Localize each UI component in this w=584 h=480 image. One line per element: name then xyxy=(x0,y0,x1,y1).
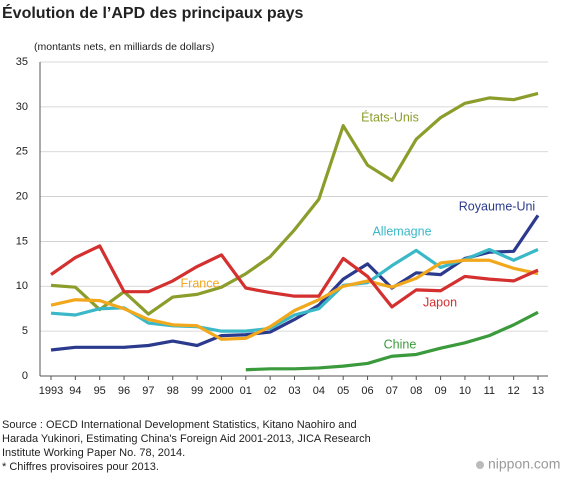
y-tick-label: 10 xyxy=(16,280,28,292)
x-tick-label: 11 xyxy=(484,385,495,397)
source-line: Source : OECD International Development … xyxy=(2,419,357,431)
series-label: Chine xyxy=(384,337,417,351)
y-tick-label: 20 xyxy=(16,190,28,202)
x-tick-label: 10 xyxy=(459,385,471,397)
y-tick-label: 5 xyxy=(22,325,28,337)
y-tick-label: 25 xyxy=(16,146,28,158)
source-line: * Chiffres provisoires pour 2013. xyxy=(2,461,159,473)
x-tick-label: 09 xyxy=(434,385,446,397)
x-tick-label: 01 xyxy=(240,385,252,397)
series-line xyxy=(50,91,539,316)
x-tick-label: 97 xyxy=(142,385,154,397)
y-axis-label: (montants nets, en milliards de dollars) xyxy=(34,41,214,53)
x-tick-label: 96 xyxy=(118,385,130,397)
x-tick-label: 06 xyxy=(361,385,373,397)
x-tick-label: 2000 xyxy=(209,385,233,397)
y-tick-label: 35 xyxy=(16,56,28,68)
chart-title: Évolution de l’APD des principaux pays xyxy=(2,3,304,22)
series-line xyxy=(50,214,540,352)
series-label: États-Unis xyxy=(361,109,419,124)
source-line: Harada Yukinori, Estimating China's Fore… xyxy=(2,433,371,445)
series-label: Allemagne xyxy=(372,224,431,238)
x-tick-label: 12 xyxy=(508,385,520,397)
source-line: Institute Working Paper No. 78, 2014. xyxy=(2,447,185,459)
x-tick-label: 05 xyxy=(337,385,349,397)
x-tick-label: 99 xyxy=(191,385,203,397)
series-label: France xyxy=(181,276,220,290)
series-line xyxy=(50,244,539,309)
series-label: Japon xyxy=(423,295,457,309)
y-tick-label: 30 xyxy=(16,101,28,113)
series-label: Royaume-Uni xyxy=(459,199,535,213)
x-tick-label: 94 xyxy=(69,385,81,397)
y-tick-label: 15 xyxy=(16,235,28,247)
x-tick-label: 98 xyxy=(167,385,179,397)
x-tick-label: 95 xyxy=(94,385,106,397)
series-line xyxy=(50,258,539,341)
x-tick-label: 1993 xyxy=(39,385,63,397)
x-tick-label: 08 xyxy=(410,385,422,397)
series-line xyxy=(245,310,539,372)
brand: nippon.com xyxy=(488,456,560,472)
x-tick-label: 07 xyxy=(386,385,398,397)
brand-icon xyxy=(476,461,484,469)
x-tick-label: 13 xyxy=(532,385,544,397)
x-tick-label: 02 xyxy=(264,385,276,397)
y-tick-label: 0 xyxy=(22,370,28,382)
x-tick-label: 04 xyxy=(313,385,325,397)
x-tick-label: 03 xyxy=(288,385,300,397)
